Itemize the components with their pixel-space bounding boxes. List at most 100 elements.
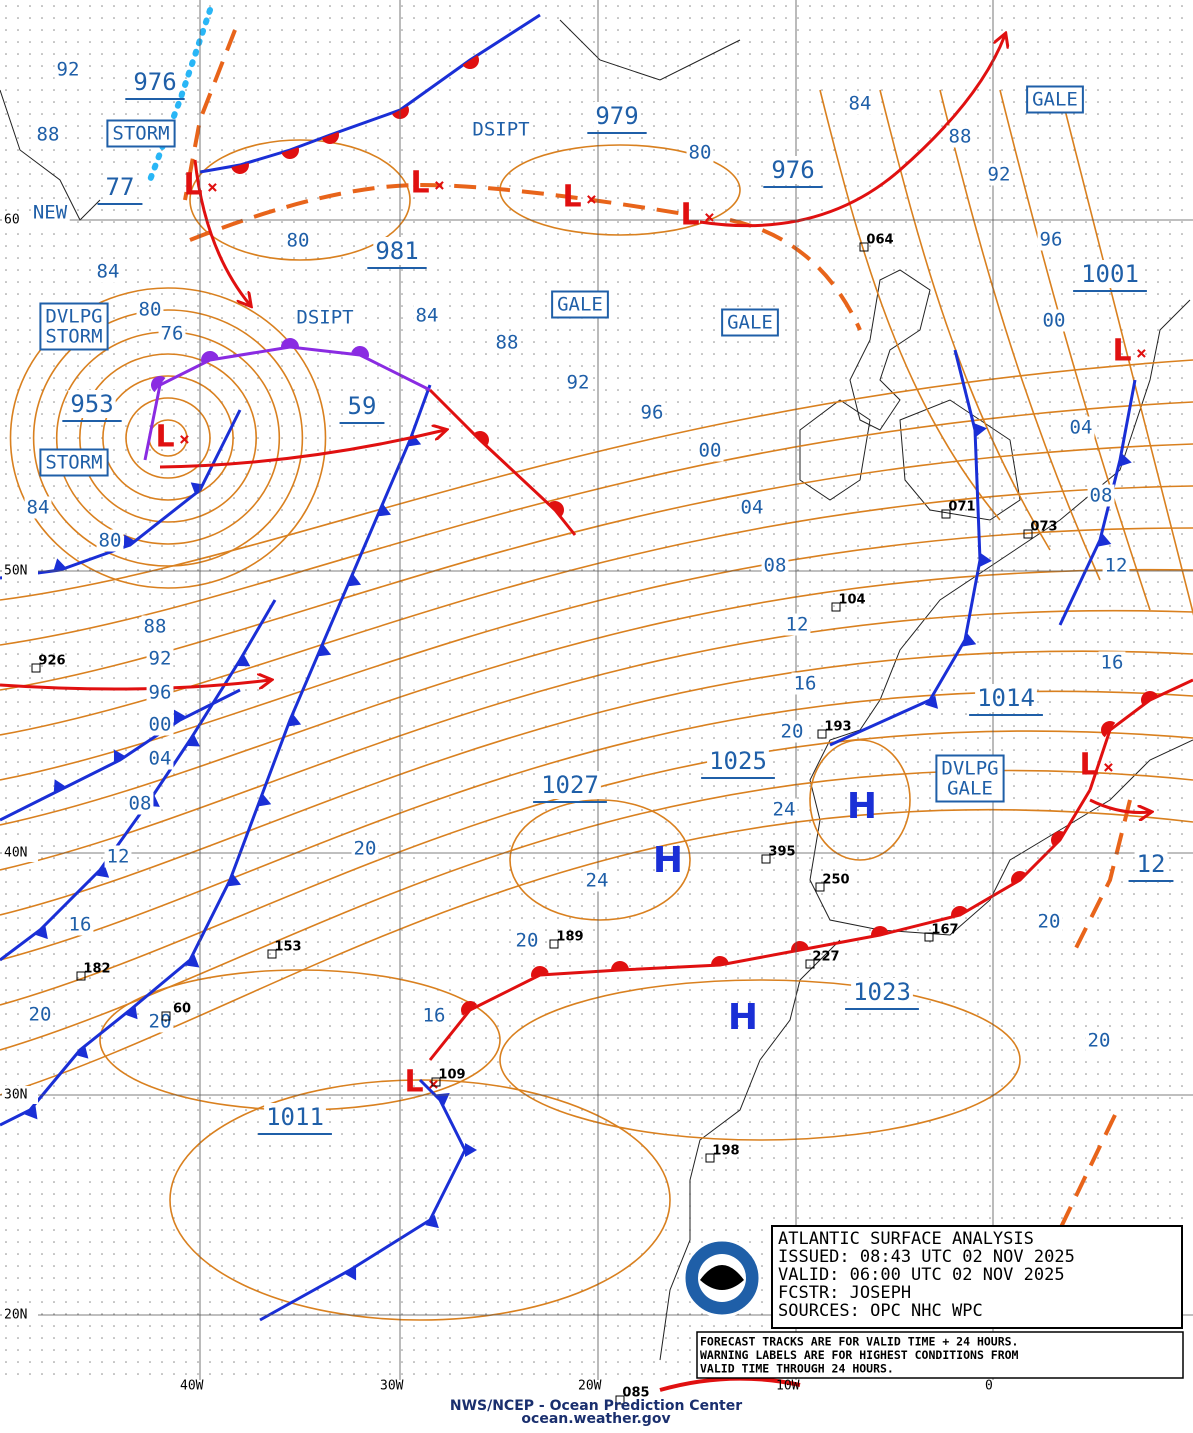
high-center: H <box>728 997 758 1038</box>
isobar-label-bg <box>1085 1029 1113 1052</box>
labels: 9288848076848080848892960004081216202424… <box>24 58 1174 1405</box>
isobar-label-bg <box>686 141 714 164</box>
legend-line: ISSUED: 08:43 UTC 02 NOV 2025 <box>778 1247 1075 1267</box>
pressure-center-bg <box>851 978 913 1006</box>
station-id: 073 <box>1030 520 1057 535</box>
pressure-center-bg <box>707 747 769 775</box>
warning-box <box>106 119 176 148</box>
low-cross: × <box>704 207 715 228</box>
isobar-label: 96 <box>1040 229 1063 251</box>
isobar-label: 08 <box>764 555 787 577</box>
isobar-label: 04 <box>741 497 764 519</box>
high-center: H <box>847 786 877 827</box>
low-center: L <box>680 198 699 233</box>
isobar-label-bg <box>146 1010 174 1033</box>
isobar-label-bg <box>946 125 974 148</box>
low-cross: × <box>586 189 597 210</box>
station-id: 085 <box>622 1386 649 1401</box>
station-id: 60 <box>173 1002 191 1017</box>
isobar-label: 24 <box>586 870 609 892</box>
pressure-center-bg <box>68 390 116 418</box>
isobar-label: 96 <box>641 402 664 424</box>
isobar-label-bg <box>141 615 169 638</box>
pressure-center-bg <box>593 102 641 130</box>
isobar-label-bg <box>770 798 798 821</box>
pressure-center-bg <box>539 771 601 799</box>
station-id: 227 <box>812 950 839 965</box>
pressure-center: 976 <box>771 156 814 184</box>
pressure-center: 1011 <box>266 1103 324 1131</box>
station-marker <box>31 663 41 673</box>
label-bg <box>2 1306 38 1324</box>
isobar-label-bg <box>94 260 122 283</box>
warning-box <box>721 308 779 337</box>
isobar-label: 76 <box>161 323 184 345</box>
isobar-label: 20 <box>354 838 377 860</box>
warning-box <box>935 754 1005 803</box>
isobar-label: 92 <box>988 164 1011 186</box>
isobar-label-bg <box>66 913 94 936</box>
isobar <box>879 89 1051 551</box>
isobar-label-bg <box>420 1004 448 1027</box>
station-marker <box>76 971 86 981</box>
isobar-label-bg <box>761 554 789 577</box>
station-marker <box>705 1153 715 1163</box>
isobar-label-bg <box>513 929 541 952</box>
station-id: 167 <box>931 923 958 938</box>
low-center: L <box>562 180 581 215</box>
annotation-bg <box>30 201 70 224</box>
station-marker <box>831 602 841 612</box>
low-center: L <box>183 168 202 203</box>
isobar <box>939 89 1101 581</box>
low-center: L <box>1112 334 1131 369</box>
isobar-label-bg <box>778 720 806 743</box>
isobar-label: 04 <box>149 748 172 770</box>
isobar-label: 96 <box>149 682 172 704</box>
isobar-label-bg <box>638 401 666 424</box>
isobar-label: 12 <box>1105 555 1128 577</box>
isobar-label: 92 <box>57 59 80 81</box>
pressure-center-bg <box>345 392 379 420</box>
station-marker <box>941 509 951 519</box>
isobar-label-bg <box>493 331 521 354</box>
warning-label: STORM <box>45 326 102 348</box>
isobar-label: 88 <box>949 126 972 148</box>
isobar-label: 08 <box>129 793 152 815</box>
isobar-label: 88 <box>144 616 167 638</box>
isobar-label-bg <box>985 163 1013 186</box>
station-marker <box>815 882 825 892</box>
pressure-center: 59 <box>348 392 377 420</box>
isobar-label-bg <box>284 229 312 252</box>
pressure-center-bg <box>103 173 137 201</box>
station-marker <box>817 729 827 739</box>
station-marker <box>161 1011 171 1021</box>
note-line: FORECAST TRACKS ARE FOR VALID TIME + 24 … <box>700 1335 1019 1349</box>
isobar-label: 16 <box>794 673 817 695</box>
station-marker <box>805 959 815 969</box>
station-marker <box>615 1395 625 1405</box>
isobar-label-bg <box>1037 228 1065 251</box>
pressure-center-bg <box>373 237 421 265</box>
isobar-label-bg <box>564 371 592 394</box>
isobar-label-bg <box>146 713 174 736</box>
station-id: 395 <box>768 845 795 860</box>
pressure-center-bg <box>769 156 817 184</box>
isobar-label-bg <box>34 123 62 146</box>
pressure-center: 1023 <box>853 978 911 1006</box>
label-bg <box>2 562 38 580</box>
isobar-label: 20 <box>29 1004 52 1026</box>
station-id: 064 <box>866 233 893 248</box>
isobar-label: 84 <box>97 261 120 283</box>
isobar-label: 20 <box>781 721 804 743</box>
low-cross: × <box>179 429 190 450</box>
low-cross: × <box>434 175 445 196</box>
latitude-label: 20N <box>4 1308 27 1323</box>
station-marker <box>431 1077 441 1087</box>
isobar-label: 12 <box>786 614 809 636</box>
annotation-bg <box>470 118 532 141</box>
warning-label: GALE <box>727 312 773 334</box>
warning-label: GALE <box>1032 89 1078 111</box>
legend-line: FCSTR: JOSEPH <box>778 1283 911 1303</box>
isobar-label: 80 <box>689 142 712 164</box>
isobar-label: 16 <box>69 914 92 936</box>
